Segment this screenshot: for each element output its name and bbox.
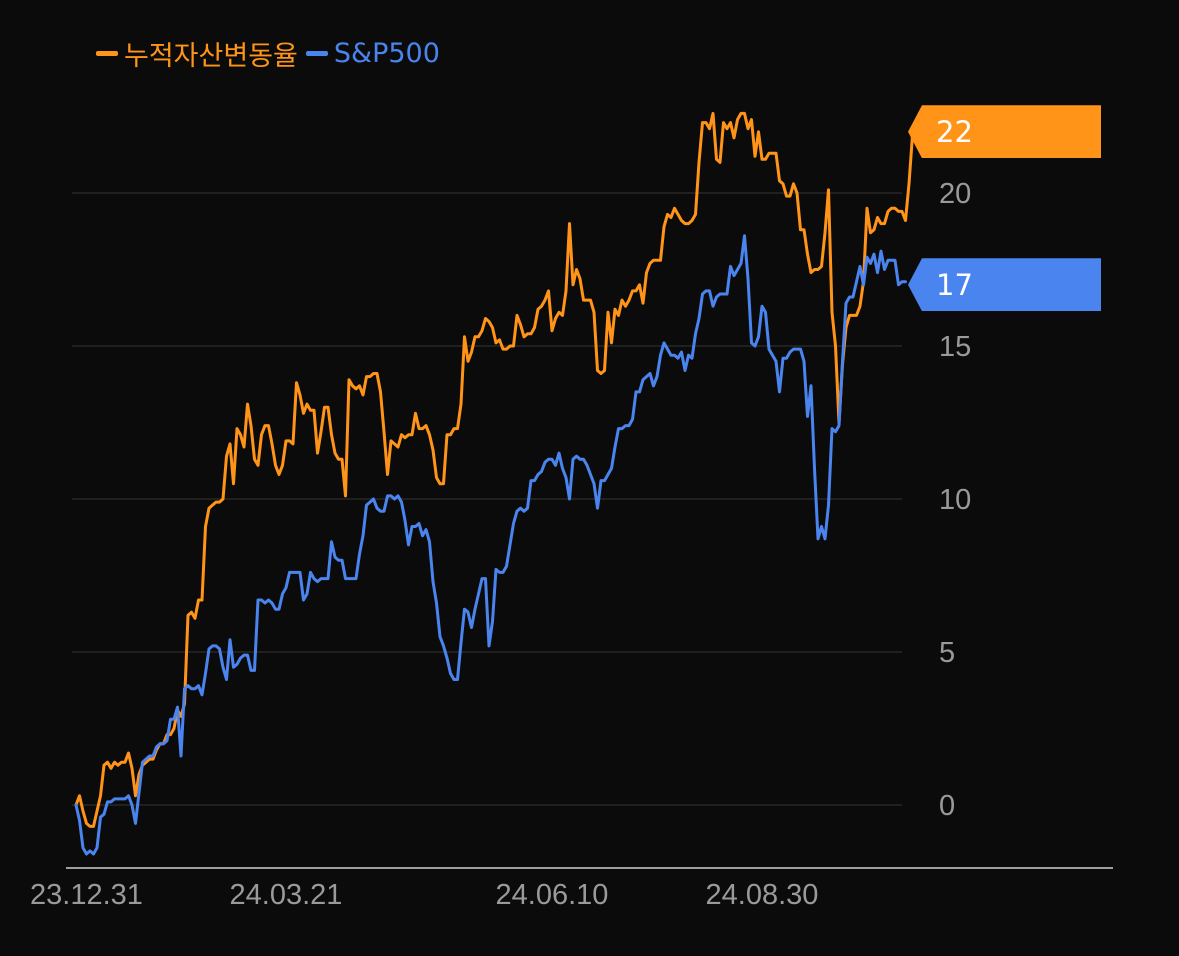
x-tick-label: 23.12.31 [30,879,143,911]
last-value-badge-sp500: 17 [908,258,1101,312]
y-tick-label: 5 [939,637,955,669]
series-line-1 [74,234,907,856]
y-tick-label: 0 [939,790,955,822]
x-tick-label: 24.08.30 [706,879,819,911]
legend-item-asset-change: 누적자산변동율 [96,34,298,73]
legend-label: 누적자산변동율 [124,41,298,72]
y-tick-label: 20 [939,178,971,210]
y-tick-label: 15 [939,331,971,363]
last-value-badge-asset-change: 22 [908,105,1101,159]
legend-swatch-blue [305,51,328,56]
x-tick-label: 24.06.10 [496,879,609,911]
legend-swatch-orange [96,51,118,56]
x-tick-label: 24.03.21 [230,879,343,911]
y-tick-label: 10 [939,484,971,516]
legend: 누적자산변동율 S&P500 [96,34,448,73]
legend-item-sp500: S&P500 [305,38,440,69]
series-line-0 [74,111,918,828]
legend-label: S&P500 [333,38,440,69]
